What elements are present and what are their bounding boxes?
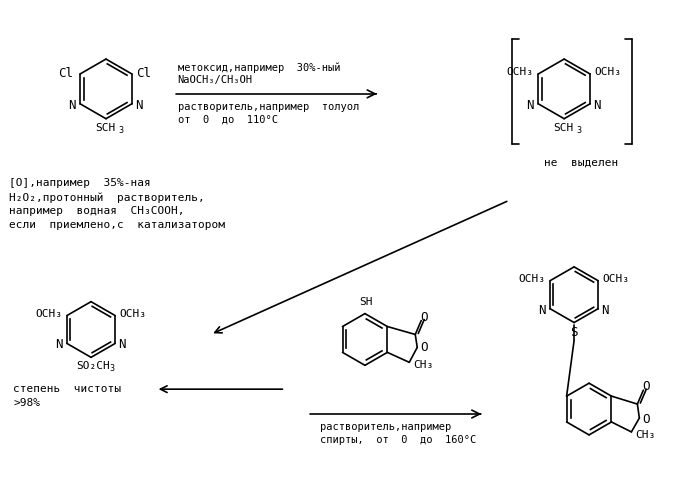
Text: 3: 3 — [109, 364, 114, 374]
Text: CH₃: CH₃ — [413, 360, 433, 370]
Text: >98%: >98% — [13, 398, 41, 408]
Text: 3: 3 — [576, 126, 581, 135]
Text: степень  чистоты: степень чистоты — [13, 384, 122, 394]
Text: N: N — [118, 338, 126, 352]
Text: N: N — [526, 99, 534, 112]
Text: OCH₃: OCH₃ — [35, 309, 62, 318]
Text: N: N — [601, 304, 609, 317]
Text: 3: 3 — [118, 126, 123, 135]
Text: Cl: Cl — [58, 67, 73, 80]
Text: O: O — [642, 413, 650, 426]
Text: N: N — [593, 99, 600, 112]
Text: OCH₃: OCH₃ — [594, 67, 621, 77]
Text: O: O — [420, 341, 428, 355]
Text: O: O — [420, 311, 428, 324]
Text: OCH₃: OCH₃ — [119, 309, 146, 318]
Text: не  выделен: не выделен — [545, 157, 619, 168]
Text: растворитель,например  толуол: растворитель,например толуол — [178, 102, 359, 112]
Text: O: O — [642, 380, 650, 393]
Text: метоксид,например  30%-ный: метоксид,например 30%-ный — [178, 62, 340, 73]
Text: OCH₃: OCH₃ — [506, 67, 533, 77]
Text: SCH: SCH — [553, 123, 573, 132]
Text: SCH: SCH — [95, 123, 115, 132]
Text: SO₂CH: SO₂CH — [76, 361, 110, 371]
Text: S: S — [570, 325, 577, 338]
Text: OCH₃: OCH₃ — [603, 274, 629, 284]
Text: Cl: Cl — [136, 67, 151, 80]
Text: N: N — [68, 99, 75, 112]
Text: N: N — [55, 338, 62, 352]
Text: NaOCH₃/CH₃OH: NaOCH₃/CH₃OH — [178, 75, 252, 85]
Text: растворитель,например: растворитель,например — [320, 422, 452, 432]
Text: H₂O₂,протонный  растворитель,: H₂O₂,протонный растворитель, — [9, 192, 205, 203]
Text: OCH₃: OCH₃ — [518, 274, 545, 284]
Text: SH: SH — [359, 297, 373, 307]
Text: N: N — [135, 99, 143, 112]
Text: спирты,  от  0  до  160°C: спирты, от 0 до 160°C — [320, 435, 476, 445]
Text: N: N — [538, 304, 545, 317]
Text: например  водная  CH₃COOH,: например водная CH₃COOH, — [9, 206, 185, 216]
Text: [O],например  35%-ная: [O],например 35%-ная — [9, 178, 151, 188]
Text: CH₃: CH₃ — [635, 430, 656, 440]
Text: от  0  до  110°C: от 0 до 110°C — [178, 115, 278, 125]
Text: если  приемлено,с  катализатором: если приемлено,с катализатором — [9, 220, 225, 230]
